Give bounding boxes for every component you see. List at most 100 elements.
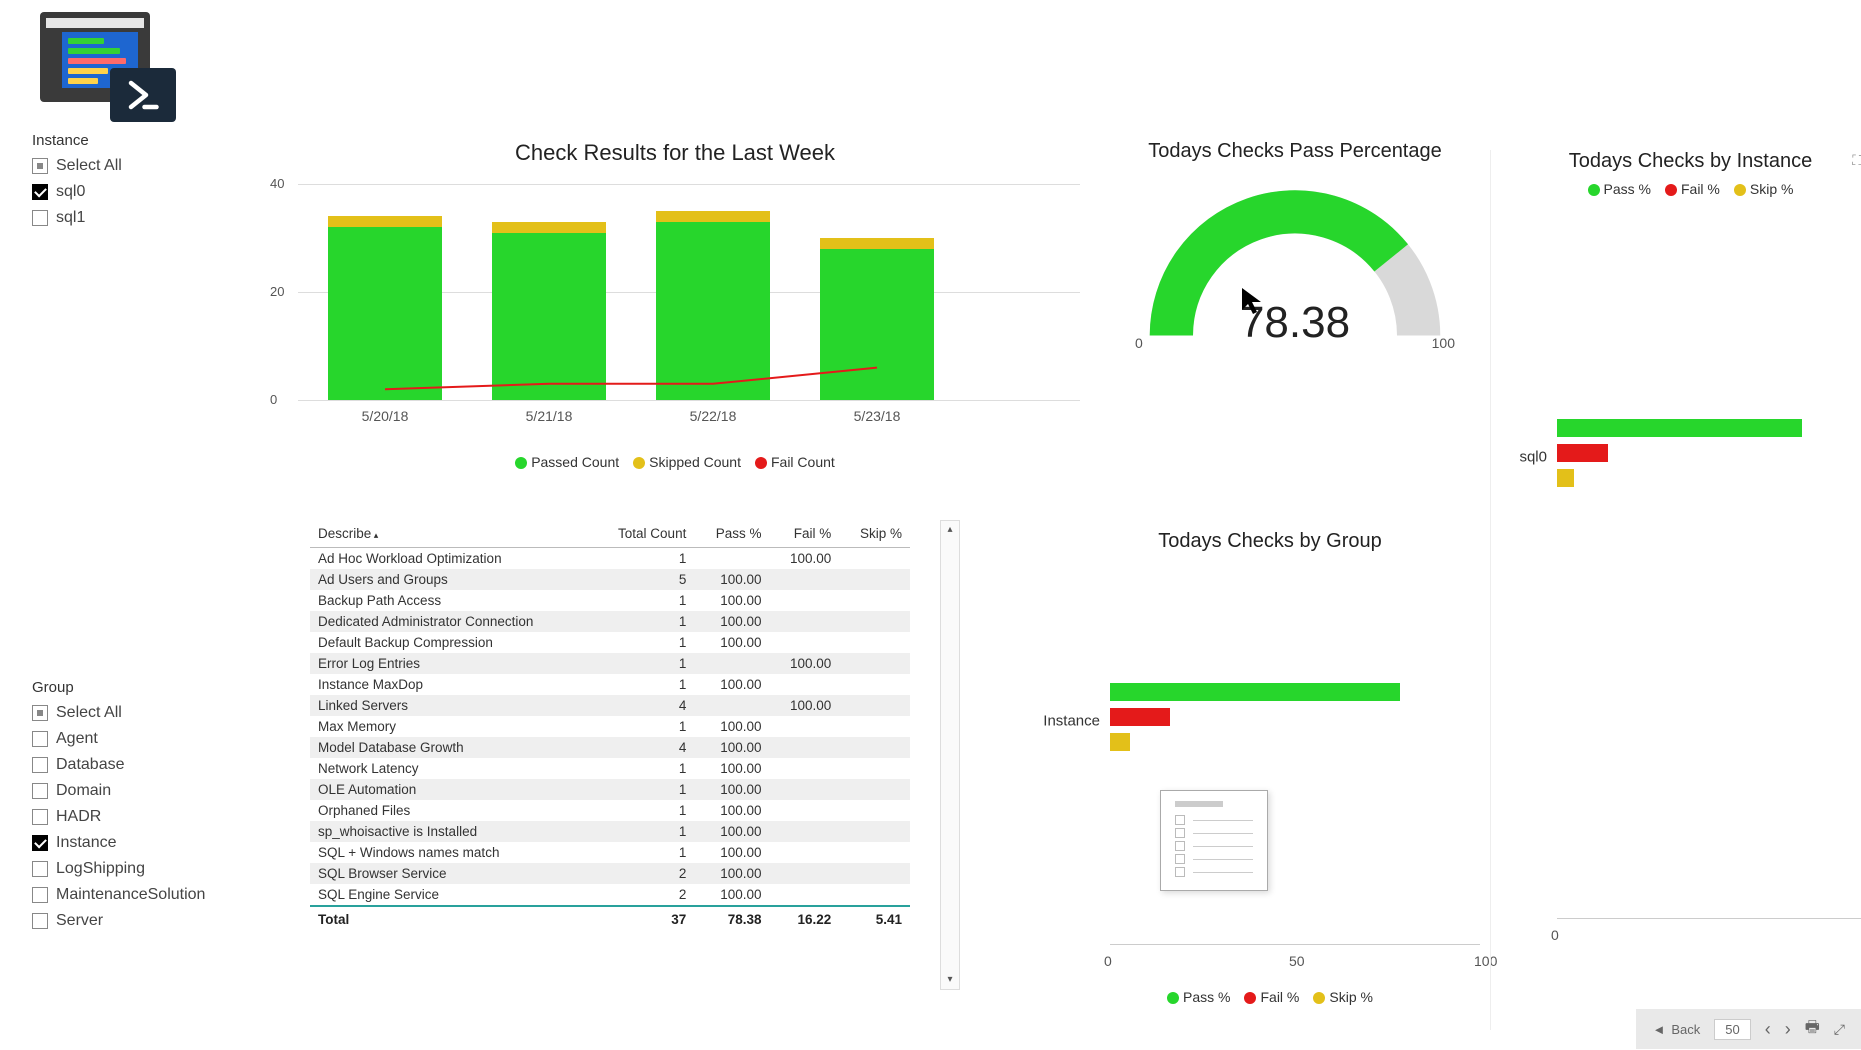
table-row[interactable]: Default Backup Compression1100.00 bbox=[310, 632, 910, 653]
table-cell bbox=[839, 674, 910, 695]
fail-line[interactable] bbox=[385, 368, 877, 390]
x-tick-label: 0 bbox=[1551, 927, 1559, 943]
table-cell bbox=[839, 800, 910, 821]
table-row[interactable]: Model Database Growth4100.00 bbox=[310, 737, 910, 758]
checkbox-icon[interactable] bbox=[32, 861, 48, 877]
table-header[interactable]: Total Count bbox=[592, 520, 695, 548]
legend-item[interactable]: Skip % bbox=[1313, 989, 1373, 1005]
bar-pass-[interactable] bbox=[1110, 683, 1400, 701]
next-page-icon[interactable]: › bbox=[1785, 1019, 1791, 1040]
table-row[interactable]: Instance MaxDop1100.00 bbox=[310, 674, 910, 695]
table-cell bbox=[770, 779, 840, 800]
table-cell bbox=[770, 716, 840, 737]
table-cell: 100.00 bbox=[694, 632, 769, 653]
category-label: sql0 bbox=[1519, 449, 1557, 466]
table-cell bbox=[770, 758, 840, 779]
focus-mode-icon[interactable]: ⛶ bbox=[1852, 152, 1861, 169]
legend-item[interactable]: Fail Count bbox=[755, 454, 835, 470]
back-button[interactable]: ◄Back bbox=[1652, 1022, 1700, 1037]
table-cell bbox=[770, 800, 840, 821]
table-cell: 100.00 bbox=[694, 716, 769, 737]
table-row[interactable]: SQL Engine Service2100.00 bbox=[310, 884, 910, 906]
table-cell: Network Latency bbox=[310, 758, 592, 779]
y-tick-label: 0 bbox=[270, 392, 277, 407]
table-cell: 100.00 bbox=[770, 653, 840, 674]
table-row[interactable]: Network Latency1100.00 bbox=[310, 758, 910, 779]
checkbox-icon[interactable] bbox=[32, 210, 48, 226]
table-row[interactable]: Linked Servers4100.00 bbox=[310, 695, 910, 716]
table-cell: 1 bbox=[592, 821, 695, 842]
bar-fail-[interactable] bbox=[1557, 444, 1608, 462]
expand-icon[interactable]: ⤢ bbox=[1834, 1021, 1845, 1038]
legend-item[interactable]: Fail % bbox=[1244, 989, 1299, 1005]
table-cell: Model Database Growth bbox=[310, 737, 592, 758]
table-row[interactable]: Dedicated Administrator Connection1100.0… bbox=[310, 611, 910, 632]
gauge-title: Todays Checks Pass Percentage bbox=[1110, 140, 1480, 163]
table-cell: 1 bbox=[592, 548, 695, 570]
table-cell: OLE Automation bbox=[310, 779, 592, 800]
table-cell: SQL Engine Service bbox=[310, 884, 592, 906]
checkbox-icon[interactable] bbox=[32, 913, 48, 929]
table-row[interactable]: SQL Browser Service2100.00 bbox=[310, 863, 910, 884]
table-scrollbar[interactable]: ▴ ▾ bbox=[940, 520, 960, 990]
table-cell: 100.00 bbox=[694, 611, 769, 632]
legend-item[interactable]: Pass % bbox=[1588, 181, 1651, 197]
table-cell: 1 bbox=[592, 800, 695, 821]
legend-item[interactable]: Skip % bbox=[1734, 181, 1794, 197]
bar-skip-[interactable] bbox=[1110, 733, 1130, 751]
table-cell: Orphaned Files bbox=[310, 800, 592, 821]
checkbox-icon[interactable] bbox=[32, 783, 48, 799]
page-number-input[interactable]: 50 bbox=[1714, 1019, 1750, 1040]
legend-item[interactable]: Fail % bbox=[1665, 181, 1720, 197]
legend-item[interactable]: Pass % bbox=[1167, 989, 1230, 1005]
bar-skip-[interactable] bbox=[1557, 469, 1574, 487]
table-cell: Dedicated Administrator Connection bbox=[310, 611, 592, 632]
category-label: Instance bbox=[1043, 713, 1110, 730]
table-cell: 100.00 bbox=[694, 674, 769, 695]
y-tick-label: 20 bbox=[270, 284, 284, 299]
table-cell bbox=[839, 842, 910, 863]
table-row[interactable]: Ad Users and Groups5100.00 bbox=[310, 569, 910, 590]
table-row[interactable]: Max Memory1100.00 bbox=[310, 716, 910, 737]
checkbox-icon[interactable] bbox=[32, 835, 48, 851]
table-row[interactable]: Backup Path Access1100.00 bbox=[310, 590, 910, 611]
prev-page-icon[interactable]: ‹ bbox=[1765, 1019, 1771, 1040]
checkbox-icon[interactable] bbox=[32, 731, 48, 747]
group-item-label: Instance bbox=[56, 830, 116, 856]
back-arrow-icon: ◄ bbox=[1652, 1022, 1665, 1037]
instance-chart-title: Todays Checks by Instance bbox=[1491, 150, 1861, 173]
table-cell bbox=[770, 737, 840, 758]
table-header[interactable]: Describe ▴ bbox=[310, 520, 592, 548]
table-cell: 100.00 bbox=[694, 863, 769, 884]
table-cell bbox=[694, 653, 769, 674]
table-row[interactable]: Orphaned Files1100.00 bbox=[310, 800, 910, 821]
print-icon[interactable]: 🖶 bbox=[1805, 1016, 1820, 1043]
table-total-cell: 5.41 bbox=[839, 906, 910, 932]
table-header[interactable]: Pass % bbox=[694, 520, 769, 548]
table-cell: 100.00 bbox=[694, 590, 769, 611]
bar-pass-[interactable] bbox=[1557, 419, 1802, 437]
scroll-up-icon[interactable]: ▴ bbox=[941, 521, 959, 539]
checkbox-icon[interactable] bbox=[32, 705, 48, 721]
scroll-down-icon[interactable]: ▾ bbox=[941, 971, 959, 989]
table-row[interactable]: SQL + Windows names match1100.00 bbox=[310, 842, 910, 863]
table-cell bbox=[839, 716, 910, 737]
checkbox-icon[interactable] bbox=[32, 757, 48, 773]
checkbox-icon[interactable] bbox=[32, 809, 48, 825]
legend-item[interactable]: Passed Count bbox=[515, 454, 619, 470]
x-tick-label: 5/21/18 bbox=[526, 408, 573, 424]
table-cell: 1 bbox=[592, 716, 695, 737]
legend-item[interactable]: Skipped Count bbox=[633, 454, 741, 470]
table-row[interactable]: Error Log Entries1100.00 bbox=[310, 653, 910, 674]
checkbox-icon[interactable] bbox=[32, 158, 48, 174]
table-header[interactable]: Skip % bbox=[839, 520, 910, 548]
table-header[interactable]: Fail % bbox=[770, 520, 840, 548]
bar-fail-[interactable] bbox=[1110, 708, 1170, 726]
table-cell: 1 bbox=[592, 611, 695, 632]
checkbox-icon[interactable] bbox=[32, 887, 48, 903]
table-row[interactable]: OLE Automation1100.00 bbox=[310, 779, 910, 800]
table-row[interactable]: sp_whoisactive is Installed1100.00 bbox=[310, 821, 910, 842]
table-row[interactable]: Ad Hoc Workload Optimization1100.00 bbox=[310, 548, 910, 570]
checkbox-icon[interactable] bbox=[32, 184, 48, 200]
table-cell bbox=[839, 590, 910, 611]
